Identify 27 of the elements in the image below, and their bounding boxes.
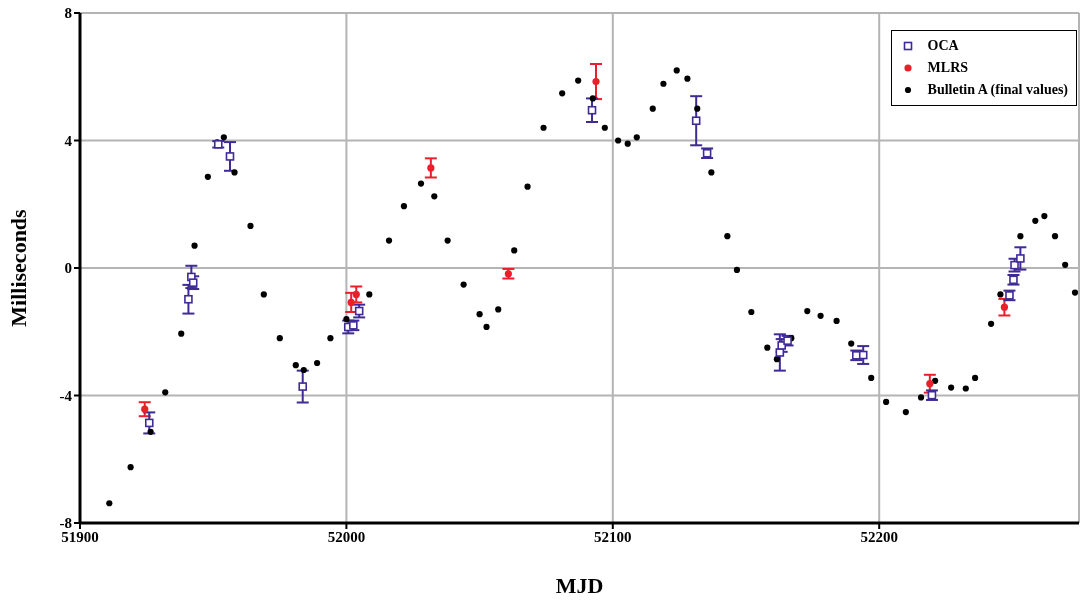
y-tick-label: 8 — [64, 5, 72, 22]
x-tick-label: 52100 — [594, 528, 632, 545]
x-axis-title: MJD — [555, 573, 604, 598]
x-tick-label: 52000 — [327, 528, 366, 545]
point — [592, 77, 600, 86]
point — [691, 116, 701, 126]
y-tick-label: -4 — [59, 387, 73, 404]
y-tick-label: 4 — [64, 132, 73, 149]
point — [144, 418, 154, 428]
point — [347, 298, 355, 307]
point — [427, 164, 435, 172]
point — [1000, 303, 1009, 311]
point — [926, 380, 934, 388]
point — [188, 278, 198, 287]
y-tick-label: 0 — [64, 260, 72, 277]
point — [298, 382, 308, 391]
point — [184, 294, 193, 304]
point — [225, 152, 235, 161]
point — [141, 405, 149, 413]
y-axis-title: Milliseconds — [5, 208, 31, 327]
legend-label: Bulletin A (final values) — [927, 81, 1068, 99]
x-tick-label: 52200 — [860, 528, 898, 545]
point — [352, 290, 360, 299]
point — [587, 105, 597, 115]
legend-label: MLRS — [927, 59, 969, 77]
legend-label: OCA — [927, 37, 959, 55]
point — [1016, 254, 1025, 263]
